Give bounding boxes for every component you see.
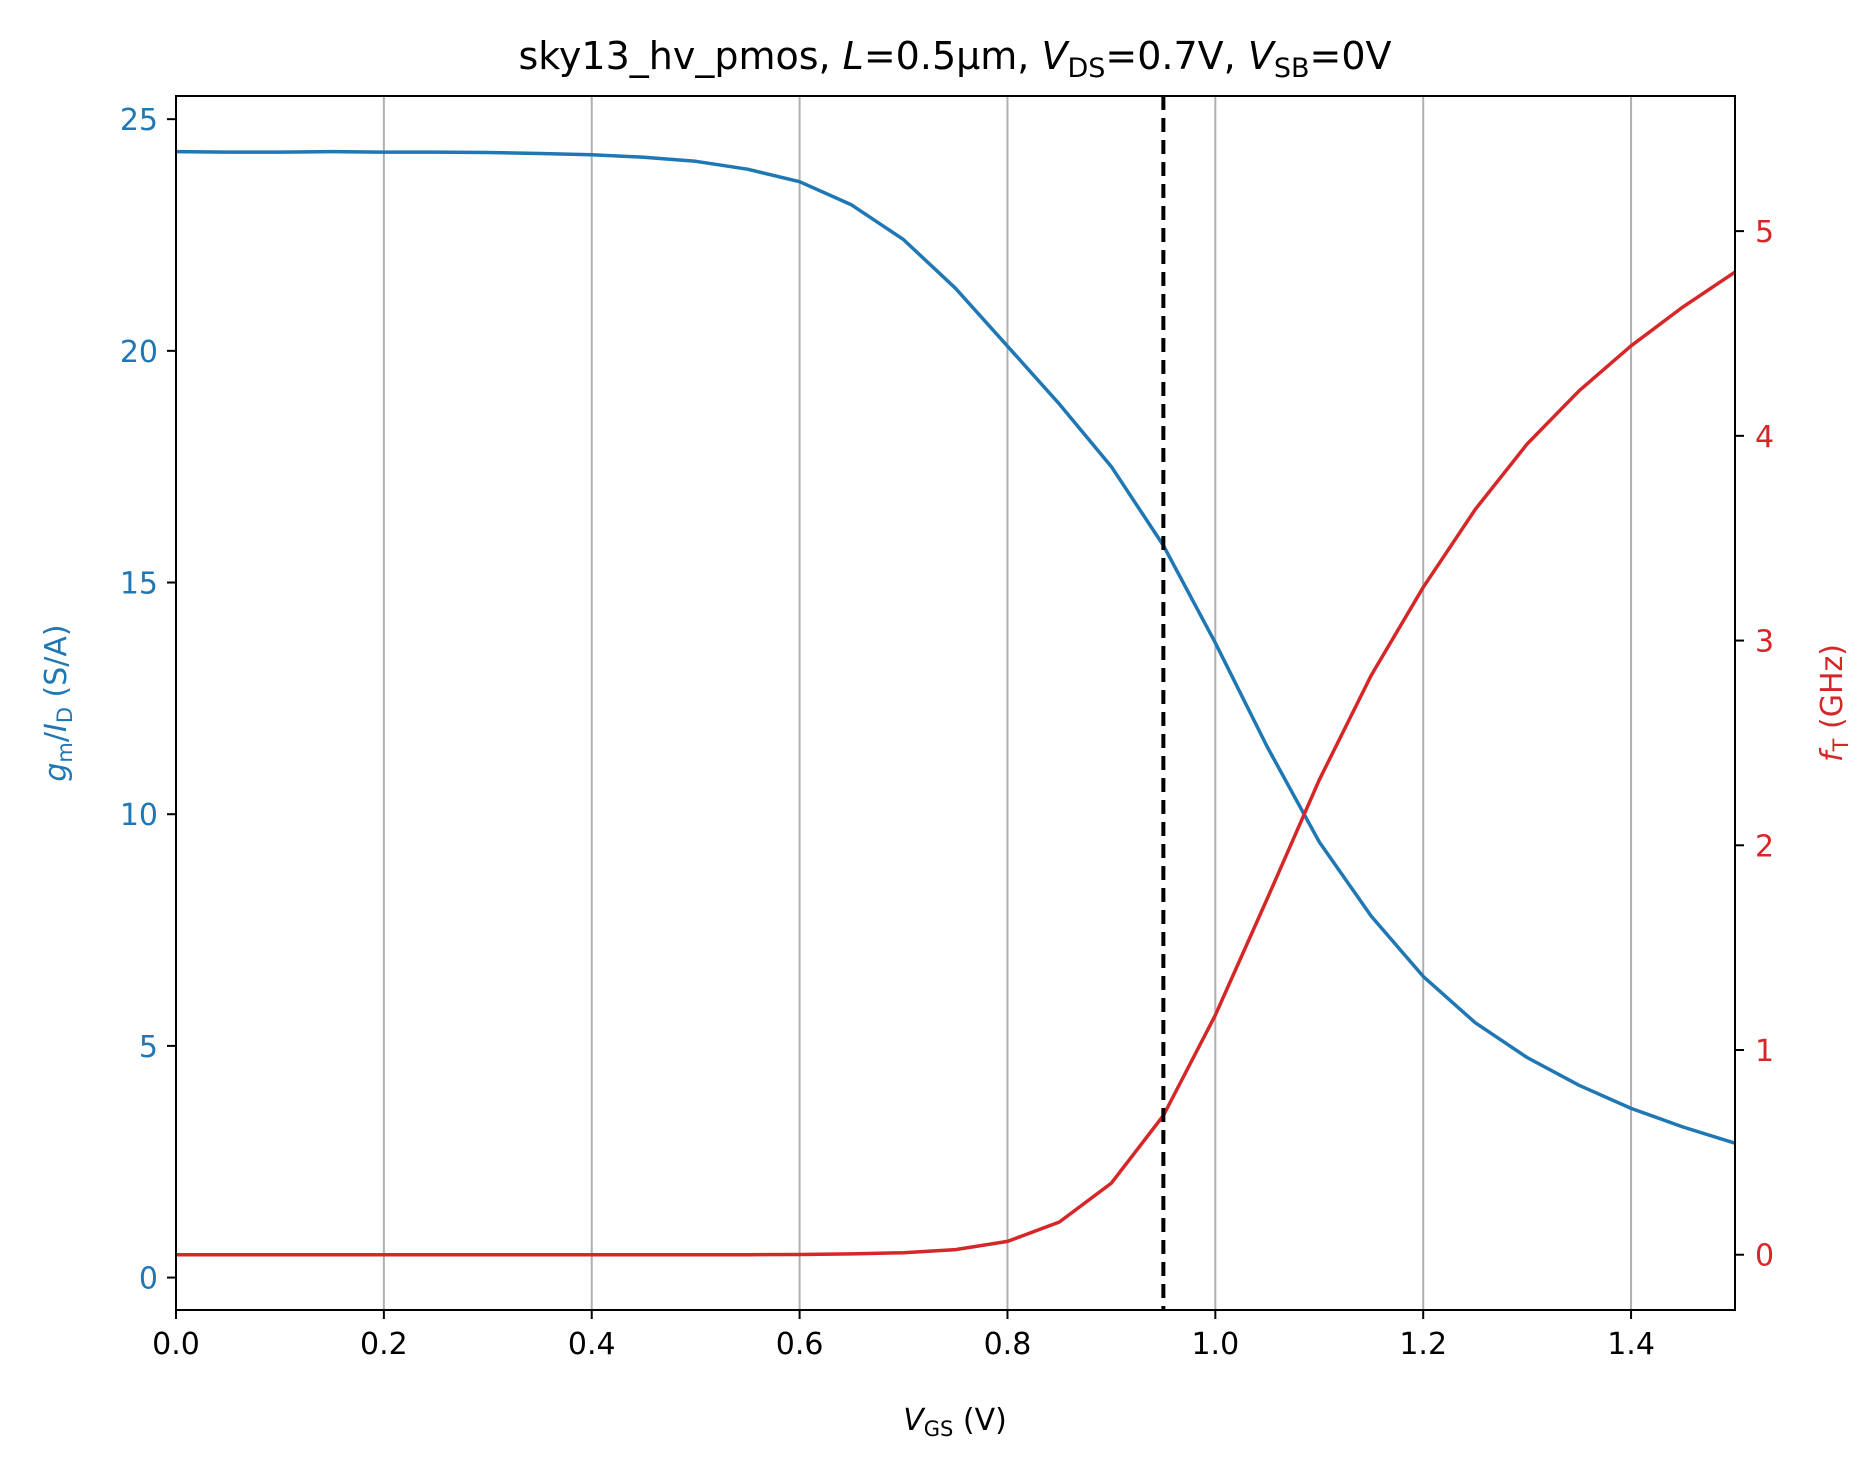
grid-layer [382, 96, 1633, 1310]
x-axis-label: VGS (V) [903, 1403, 1007, 1441]
y-tick-label-left: 5 [139, 1030, 158, 1065]
x-tick-label: 1.0 [1191, 1327, 1239, 1362]
x-tick-label: 1.4 [1607, 1327, 1655, 1362]
x-tick-label: 0.8 [984, 1327, 1032, 1362]
x-tick-label: 0.6 [776, 1327, 824, 1362]
x-tick-label: 1.2 [1399, 1327, 1447, 1362]
series-layer [175, 96, 1736, 1310]
y-tick-label-left: 0 [139, 1262, 158, 1297]
x-tick-label: 0.4 [568, 1327, 616, 1362]
y-tick-label-left: 15 [120, 567, 158, 602]
y-tick-label-right: 3 [1755, 625, 1774, 660]
y-axis-label-right: fT (GHz) [1815, 644, 1853, 762]
y-axis-label-left: gm/ID (S/A) [39, 624, 77, 781]
y-tick-label-left: 10 [120, 798, 158, 833]
y-tick-label-right: 2 [1755, 829, 1774, 864]
gm-id-line [175, 149, 1736, 1145]
y-tick-label-left: 25 [120, 103, 158, 138]
plot-frame [175, 95, 1736, 1311]
ft-line [176, 270, 1736, 1257]
y-tick-label-right: 5 [1755, 215, 1774, 250]
y-tick-label-right: 0 [1755, 1239, 1774, 1274]
tick-layer: 0.0 0.2 0.4 0.6 0.8 1.0 1.2 1.4 0 5 10 15 20 25 0 1 2 3 4 5 [120, 103, 1774, 1362]
y-tick-label-right: 1 [1755, 1034, 1774, 1069]
x-tick-label: 0.0 [152, 1327, 200, 1362]
y-tick-label-right: 4 [1755, 420, 1774, 455]
chart-title: sky13_hv_pmos, L=0.5µm, VDS=0.7V, VSB=0V [518, 34, 1391, 84]
x-tick-label: 0.2 [360, 1327, 408, 1362]
y-tick-label-left: 20 [120, 335, 158, 370]
